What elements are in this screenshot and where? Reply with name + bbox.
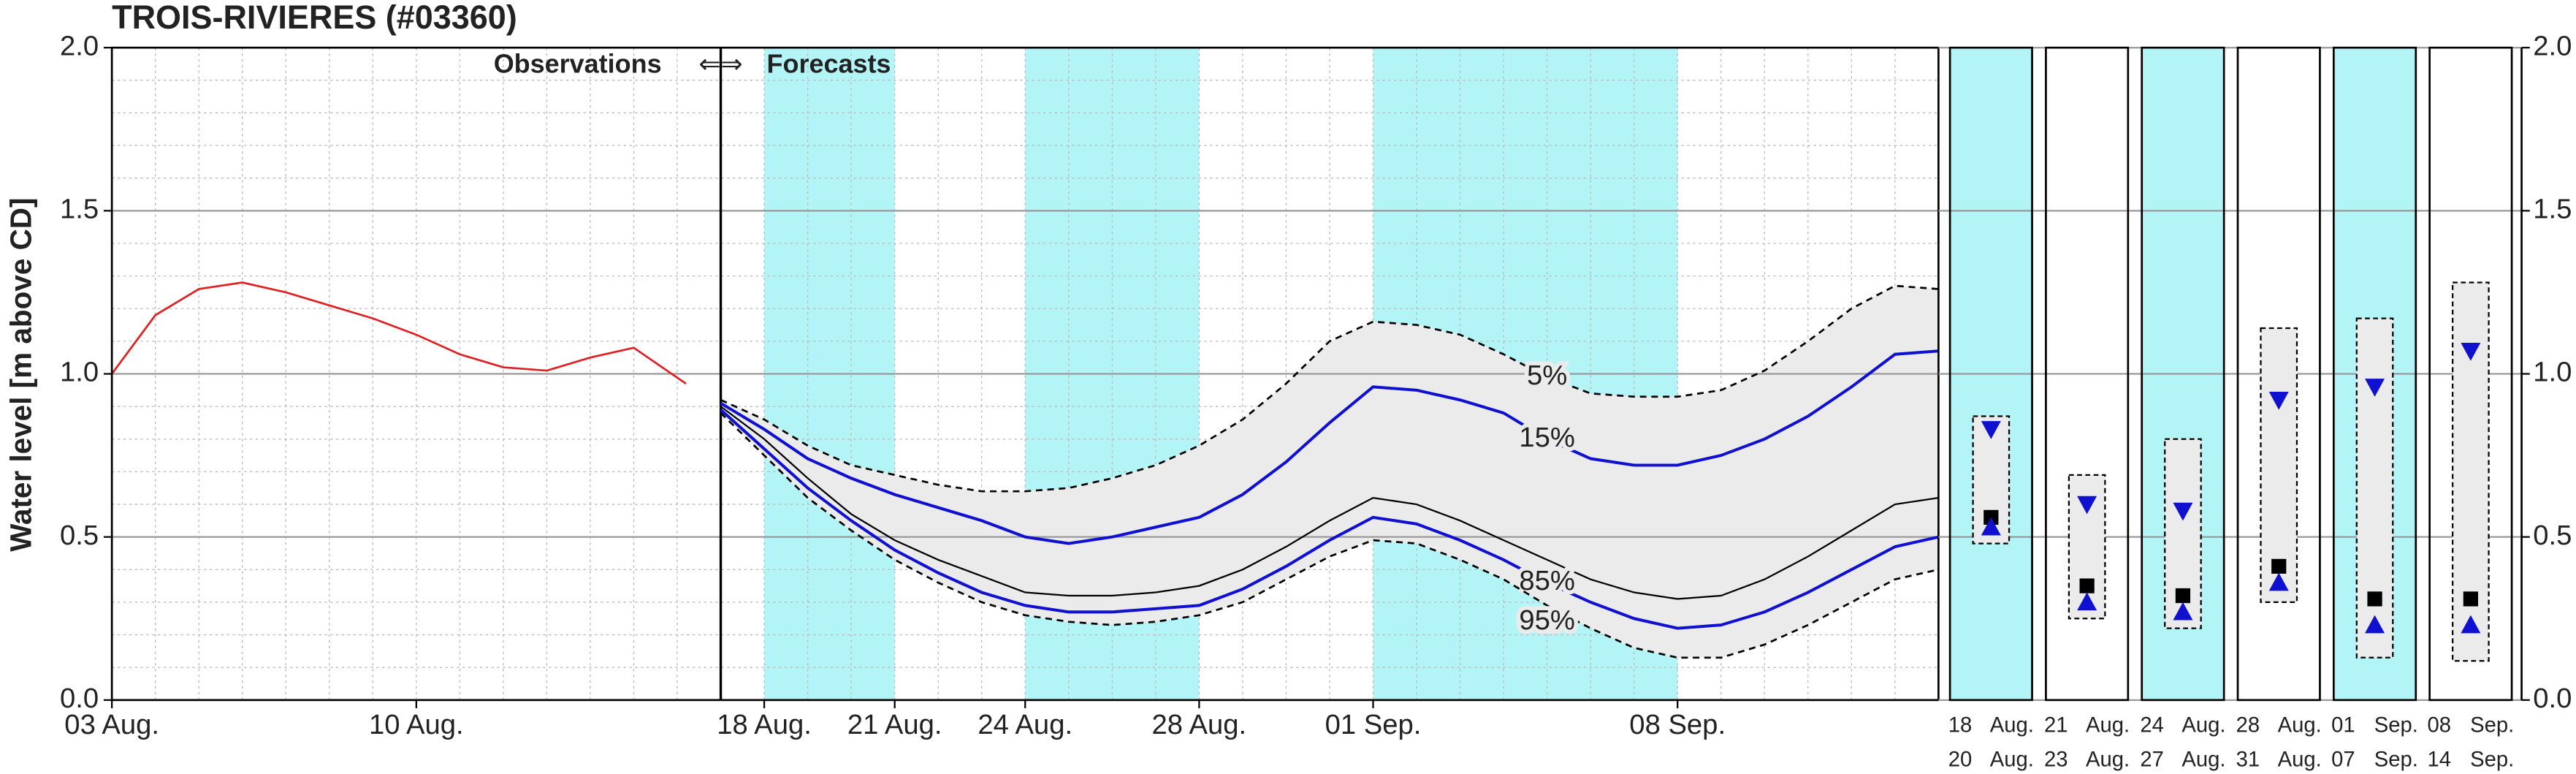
x-tick-label: 10 Aug. [369,709,464,740]
y2-tick-label: 1.0 [2533,357,2572,388]
annotation: Observations [494,48,662,78]
square-marker [2367,591,2382,607]
x-tick-label: 03 Aug. [64,709,159,740]
panel-end-label: 14 Sep. [2427,748,2514,772]
down-triangle [2461,343,2481,361]
panel-frame [2428,46,2513,702]
y-tick-label: 1.0 [60,357,99,388]
up-triangle [1981,517,2001,536]
x-tick-label: 08 Sep. [1629,709,1726,740]
up-triangle [2173,602,2193,621]
series-label: 5% [1527,360,1567,391]
up-triangle [2461,615,2481,634]
down-triangle [2077,496,2097,515]
series-label: 95% [1519,604,1575,636]
range-box [2355,317,2394,659]
up-triangle [2365,615,2385,634]
up-triangle [2077,592,2097,611]
panel-frame [2141,46,2225,702]
y2-tick-label: 1.5 [2533,193,2572,224]
series-line [720,284,1939,493]
y-tick-label: 2.0 [60,30,99,61]
y-tick-label: 0.5 [60,520,99,551]
panel-frame [1948,46,2033,702]
y-tick-label: 0.0 [60,683,99,714]
series-label: 15% [1519,422,1575,453]
square-marker [2271,558,2287,574]
series-line [720,406,1939,600]
x-tick-label: 18 Aug. [717,709,812,740]
square-marker [2079,578,2095,593]
panel-start-label: 08 Sep. [2427,714,2514,737]
series-label: 85% [1519,565,1575,596]
panel-frame [2045,46,2130,702]
x-tick-label: 28 Aug. [1152,709,1247,740]
chart-title: TROIS-RIVIERES (#03360) [112,0,517,36]
y2-tick-label: 0.5 [2533,520,2572,551]
down-triangle [1981,421,2001,439]
panel-start-label: 28 Aug. [2236,714,2322,737]
range-box [2260,327,2298,604]
down-triangle [2173,502,2193,521]
panel-frame [2332,46,2417,702]
y2-tick-label: 2.0 [2533,30,2572,61]
panel-start-label: 18 Aug. [1948,714,2034,737]
square-marker [2175,588,2191,604]
panel-start-label: 24 Aug. [2140,714,2225,737]
up-triangle [2268,572,2289,591]
x-tick-label: 24 Aug. [978,709,1072,740]
series-line [720,409,1939,630]
x-tick-label: 01 Sep. [1325,709,1422,740]
series-line [720,349,1939,545]
y-axis-label: Water level [m above CD] [4,198,37,552]
panel-frame [2236,46,2321,702]
x-tick-label: 21 Aug. [847,709,942,740]
forecast-band [720,286,1939,658]
y-tick-label: 1.5 [60,193,99,224]
panel-end-label: 20 Aug. [1948,748,2034,772]
y2-tick-label: 0.0 [2533,683,2572,714]
panel-end-label: 07 Sep. [2331,748,2418,772]
panel-end-label: 27 Aug. [2140,748,2225,772]
series-line [111,281,687,385]
square-marker [2463,591,2478,607]
down-triangle [2365,379,2385,397]
panel-start-label: 01 Sep. [2331,714,2418,737]
annotation: ⇐⇒ [698,48,742,78]
down-triangle [2268,391,2289,410]
panel-end-label: 31 Aug. [2236,748,2322,772]
panel-end-label: 23 Aug. [2044,748,2130,772]
annotation: Forecasts [767,48,891,78]
panel-start-label: 21 Aug. [2044,714,2130,737]
